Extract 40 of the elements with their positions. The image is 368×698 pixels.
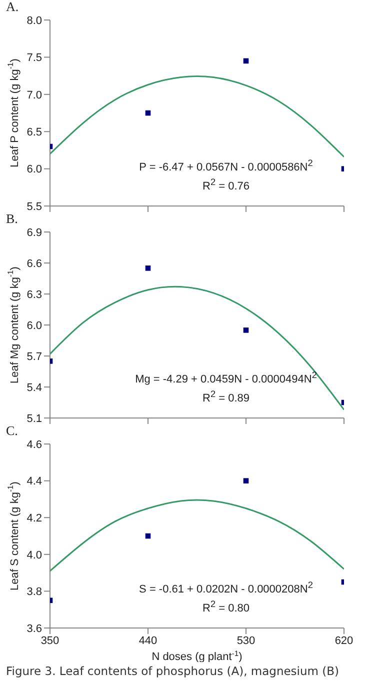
y-tick-label: 7.0	[26, 89, 42, 102]
y-tick-label: 6.0	[26, 164, 42, 176]
caption: Figure 3. Leaf contents of phosphorus (A), magnesium (B)	[6, 664, 340, 678]
y-tick-label: 8.0	[26, 14, 42, 27]
chart-title: A.	[6, 0, 20, 14]
x-tick-label: 620	[334, 634, 354, 647]
x-axis-title: N doses (g plant$^{-1}$)	[152, 648, 242, 663]
y-tick-label: 4.4	[26, 476, 42, 488]
y-tick-label: 4.2	[26, 512, 42, 525]
y-tick-label: 5.5	[26, 200, 42, 213]
y-tick-label: 6.6	[26, 258, 42, 270]
x-tick-label: 350	[40, 634, 60, 647]
y-tick-label: 3.6	[26, 622, 42, 635]
x-tick-label: 440	[138, 634, 158, 647]
y-tick-label: 6.9	[26, 226, 42, 239]
line-series	[50, 499, 344, 572]
y-tick-label: 4.0	[26, 549, 42, 562]
x-tick-label: 530	[236, 634, 256, 647]
annotation: R$^{2}$ = 0.76	[202, 176, 250, 194]
y-tick-label: 5.1	[26, 412, 42, 425]
line-series	[50, 76, 344, 158]
y-tick-label: 5.4	[26, 382, 42, 394]
line-series	[50, 286, 344, 410]
y-tick-label: 4.6	[26, 438, 42, 451]
annotation: Mg = -4.29 + 0.0459N - 0.0000494N$^{2}$	[134, 369, 318, 387]
point	[243, 328, 249, 333]
point	[145, 266, 151, 271]
y-tick-label: 6.5	[26, 126, 42, 139]
annotation: R$^{2}$ = 0.89	[202, 388, 250, 406]
annotation: R$^{2}$ = 0.80	[202, 598, 250, 616]
y-tick-label: 6.0	[26, 320, 42, 332]
chart-title: B.	[6, 211, 19, 226]
y-tick-label: 7.5	[26, 52, 42, 64]
y-tick-label: 3.8	[26, 586, 42, 598]
annotation: S = -0.61 + 0.0202N - 0.0000208N$^{2}$	[138, 579, 314, 597]
point	[243, 478, 249, 484]
annotation: P = -6.47 + 0.0567N - 0.0000586N$^{2}$	[138, 157, 314, 175]
y-tick-label: 5.7	[26, 350, 42, 363]
y-tick-label: 6.3	[26, 288, 42, 301]
chart-title: C.	[6, 423, 19, 438]
